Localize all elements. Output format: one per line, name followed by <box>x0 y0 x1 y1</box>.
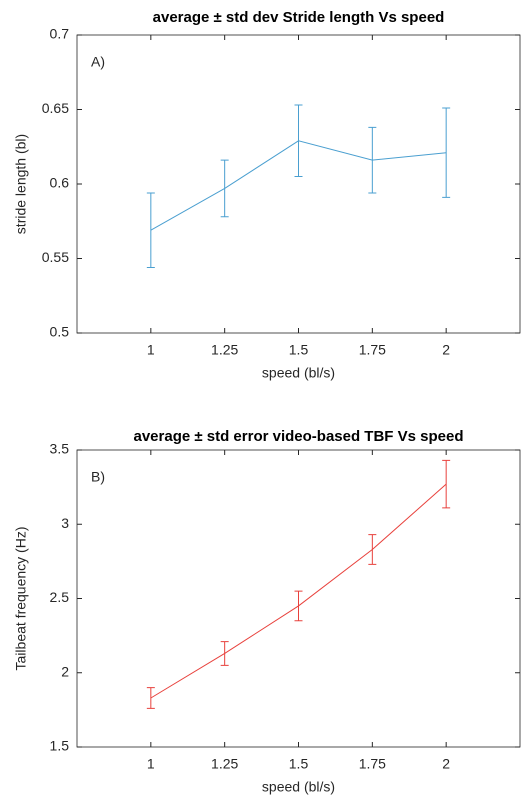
chart-title: average ± std dev Stride length Vs speed <box>153 9 445 26</box>
y-tick-label: 0.65 <box>42 100 69 116</box>
error-bar <box>442 107 451 198</box>
x-axis-label: speed (bl/s) <box>262 779 335 795</box>
error-bar <box>294 590 303 622</box>
axes-box <box>76 34 521 334</box>
y-tick-label: 0.5 <box>50 324 70 340</box>
error-bar <box>220 641 229 666</box>
y-tick-label: 3 <box>61 515 69 531</box>
error-bar <box>146 687 155 709</box>
error-bar <box>294 104 303 178</box>
annotation: A) <box>91 54 105 70</box>
error-bar <box>368 534 377 565</box>
y-tick-label: 1.5 <box>50 738 70 754</box>
x-tick-label: 2 <box>442 342 450 358</box>
y-tick-label: 0.6 <box>50 175 70 191</box>
x-tick-label: 2 <box>442 756 450 772</box>
y-axis-label: stride length (bl) <box>13 134 29 234</box>
error-bar <box>146 192 155 268</box>
y-tick-label: 0.7 <box>50 26 70 42</box>
x-tick-label: 1 <box>147 342 155 358</box>
x-axis-label: speed (bl/s) <box>262 365 335 381</box>
annotation: B) <box>91 469 105 485</box>
error-bar <box>442 459 451 509</box>
x-tick-label: 1.5 <box>289 342 309 358</box>
error-bar <box>368 126 377 194</box>
y-tick-label: 2.5 <box>50 589 70 605</box>
x-tick-label: 1.75 <box>359 756 386 772</box>
y-tick-label: 0.55 <box>42 249 69 265</box>
x-tick-label: 1 <box>147 756 155 772</box>
x-tick-label: 1.5 <box>289 756 309 772</box>
y-tick-label: 2 <box>61 663 69 679</box>
y-tick-label: 3.5 <box>50 441 70 457</box>
chart-title: average ± std error video-based TBF Vs s… <box>133 428 463 445</box>
error-bar <box>220 159 229 218</box>
x-tick-label: 1.25 <box>211 342 238 358</box>
x-tick-label: 1.75 <box>359 342 386 358</box>
y-axis-label: Tailbeat frequency (Hz) <box>13 527 29 671</box>
x-tick-label: 1.25 <box>211 756 238 772</box>
